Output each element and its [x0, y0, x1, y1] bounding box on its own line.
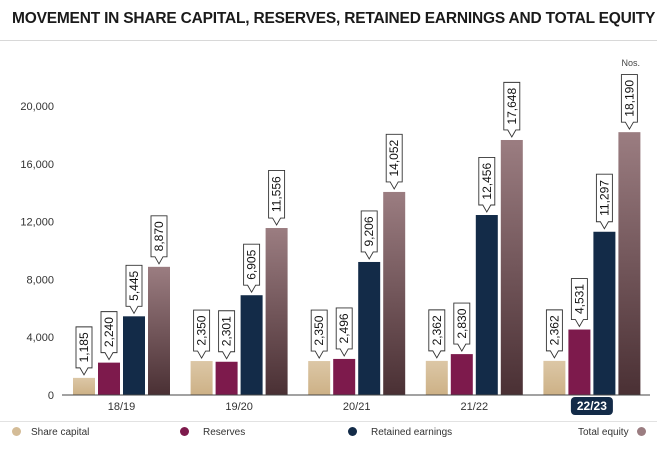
y-tick-label: 12,000: [20, 217, 54, 229]
chart-title: MOVEMENT IN SHARE CAPITAL, RESERVES, RET…: [12, 10, 656, 27]
data-label: 2,496: [337, 313, 351, 343]
x-tick-label: 20/21: [343, 401, 371, 413]
data-label: 2,830: [455, 308, 469, 338]
data-label-box: [268, 169, 286, 226]
bar-total-equity: [618, 132, 641, 396]
data-label: 11,297: [597, 180, 611, 216]
highlight-badge: [570, 397, 613, 415]
bar-retained-earnings: [593, 231, 616, 395]
bar-retained-earnings: [240, 295, 263, 395]
y-tick-label: 4,000: [26, 332, 54, 344]
data-label-box: [150, 215, 168, 265]
data-label: 2,362: [547, 315, 561, 345]
data-label: 17,648: [505, 88, 519, 125]
bar-reserves: [98, 362, 120, 395]
data-label: 6,905: [245, 249, 259, 279]
data-label: 2,240: [102, 317, 116, 347]
y-tick-label: 0: [48, 390, 54, 402]
y-tick-label: 20,000: [20, 101, 54, 113]
data-label-box: [100, 311, 118, 361]
y-tick-label: 8,000: [26, 274, 54, 286]
legend-item-share-capital: Share capital: [12, 427, 89, 438]
bar-total-equity: [265, 228, 288, 395]
x-tick-label: 18/19: [108, 401, 136, 413]
data-label-box: [545, 309, 563, 359]
x-axis: 18/19 19/20 20/21 21/22 22/23: [62, 394, 650, 415]
data-label: 2,362: [430, 315, 444, 345]
data-label: 1,185: [77, 332, 91, 362]
bar-total-equity: [383, 191, 406, 395]
data-label-box: [595, 173, 613, 230]
data-label-box: [218, 310, 236, 360]
bar-total-equity: [148, 266, 170, 395]
data-label-box: [453, 302, 471, 353]
legend-item-reserves: Reserves: [180, 427, 245, 438]
data-label-box: [125, 264, 143, 315]
data-labels: 1,185 2,240 5,445 8,870 2,350 2,301 6,905 11,55…: [75, 74, 638, 376]
legend-label: Share capital: [31, 427, 90, 438]
bar-share-capital: [425, 360, 448, 395]
data-label-box: [310, 309, 328, 359]
legend-swatch: [348, 427, 357, 436]
data-label-box: [385, 133, 403, 190]
bar-reserves: [215, 361, 238, 395]
bar-retained-earnings: [358, 261, 381, 395]
data-label: 2,301: [220, 316, 234, 346]
y-tick-label: 16,000: [20, 159, 54, 171]
data-label: 2,350: [195, 315, 209, 345]
data-label: 5,445: [127, 270, 141, 300]
x-tick-label: 19/20: [225, 401, 253, 413]
bars: [73, 132, 641, 396]
x-tick-label: 21/22: [461, 401, 489, 413]
legend-swatch: [636, 427, 646, 436]
bar-share-capital: [308, 361, 331, 395]
data-label-box: [620, 74, 638, 131]
data-label-box: [335, 307, 353, 357]
data-label-box: [570, 278, 588, 328]
bar-reserves: [568, 329, 591, 395]
y-axis: 0 4,000 8,000 12,000 16,000 20,000: [20, 101, 54, 402]
legend-swatch: [12, 427, 21, 436]
bar-reserves: [333, 358, 356, 395]
data-label-box: [193, 309, 211, 359]
legend-label: Total equity: [578, 427, 629, 438]
legend-divider: [0, 421, 657, 422]
bar-chart: 0 4,000 8,000 12,000 16,000 20,000 1,185 2,240…: [20, 58, 650, 415]
data-label: 11,556: [270, 176, 284, 212]
bar-retained-earnings: [123, 316, 145, 395]
data-label-box: [478, 156, 496, 213]
data-label-box: [360, 210, 378, 260]
legend-label: Retained earnings: [371, 427, 453, 438]
legend-swatch: [180, 427, 189, 436]
legend-item-retained-earnings: Retained earnings: [348, 427, 452, 438]
unit-label: Nos.: [621, 58, 640, 68]
bar-retained-earnings: [475, 215, 498, 395]
bar-total-equity: [500, 139, 523, 395]
title-divider: [0, 40, 657, 41]
data-label: 8,870: [152, 221, 166, 251]
bar-share-capital: [190, 361, 213, 395]
data-label-box: [243, 243, 261, 294]
x-tick-label: 22/23: [577, 399, 607, 413]
legend-label: Reserves: [203, 427, 246, 438]
bar-share-capital: [73, 377, 95, 395]
data-label-box: [75, 326, 93, 376]
data-label-box: [503, 81, 521, 138]
data-label: 4,531: [572, 284, 586, 314]
data-label-box: [428, 309, 446, 359]
bar-reserves: [450, 354, 473, 395]
data-label: 9,206: [362, 216, 376, 246]
bar-share-capital: [543, 360, 566, 395]
data-label: 12,456: [480, 163, 494, 200]
legend-item-total-equity: Total equity: [578, 427, 646, 438]
data-label: 2,350: [312, 315, 326, 345]
data-label: 18,190: [622, 80, 636, 117]
data-label: 14,052: [387, 139, 401, 176]
